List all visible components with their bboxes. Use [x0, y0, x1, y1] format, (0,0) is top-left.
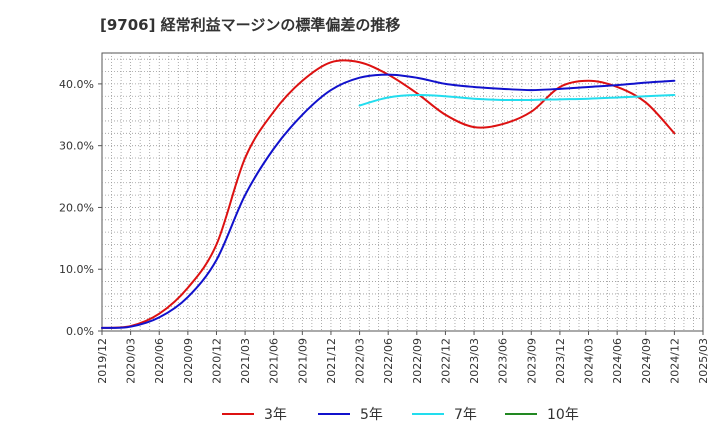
x-tick-label: 2022/03: [354, 338, 367, 384]
x-tick-label: 2023/09: [525, 338, 538, 384]
series-line-2: [358, 93, 676, 107]
chart-title: [9706] 経常利益マージンの標準偏差の推移: [100, 16, 401, 34]
x-tick-label: 2024/06: [611, 338, 624, 384]
x-tick-label: 2022/09: [411, 338, 424, 384]
x-tick-label: 2022/12: [439, 338, 452, 384]
legend-label-0: 3年: [264, 407, 287, 423]
x-tick-label: 2021/12: [325, 338, 338, 384]
x-tick-label: 2020/03: [125, 338, 138, 384]
plot-area: [101, 52, 704, 332]
y-tick-label: 40.0%: [59, 78, 94, 91]
y-tick-label: 10.0%: [59, 263, 94, 276]
x-tick-label: 2021/09: [296, 338, 309, 384]
x-tick-label: 2025/03: [697, 338, 710, 384]
y-tick-label: 0.0%: [66, 325, 94, 338]
x-tick-label: 2019/12: [96, 338, 109, 384]
x-tick-label: 2020/09: [182, 338, 195, 384]
x-tick-label: 2021/03: [239, 338, 252, 384]
x-tick-label: 2020/12: [210, 338, 223, 384]
y-tick-label: 20.0%: [59, 201, 94, 214]
x-tick-label: 2023/12: [554, 338, 567, 384]
x-tick-label: 2023/03: [468, 338, 481, 384]
x-tick-label: 2021/06: [268, 338, 281, 384]
x-tick-label: 2024/09: [640, 338, 653, 384]
x-tick-label: 2020/06: [153, 338, 166, 384]
x-tick-label: 2022/06: [382, 338, 395, 384]
x-tick-label: 2024/03: [583, 338, 596, 384]
x-tick-label: 2024/12: [668, 338, 681, 384]
legend-label-3: 10年: [547, 407, 579, 423]
legend-label-2: 7年: [454, 407, 477, 423]
series-line-1: [101, 73, 676, 329]
legend-label-1: 5年: [360, 407, 383, 423]
x-tick-label: 2023/06: [497, 338, 510, 384]
y-tick-label: 30.0%: [59, 140, 94, 153]
